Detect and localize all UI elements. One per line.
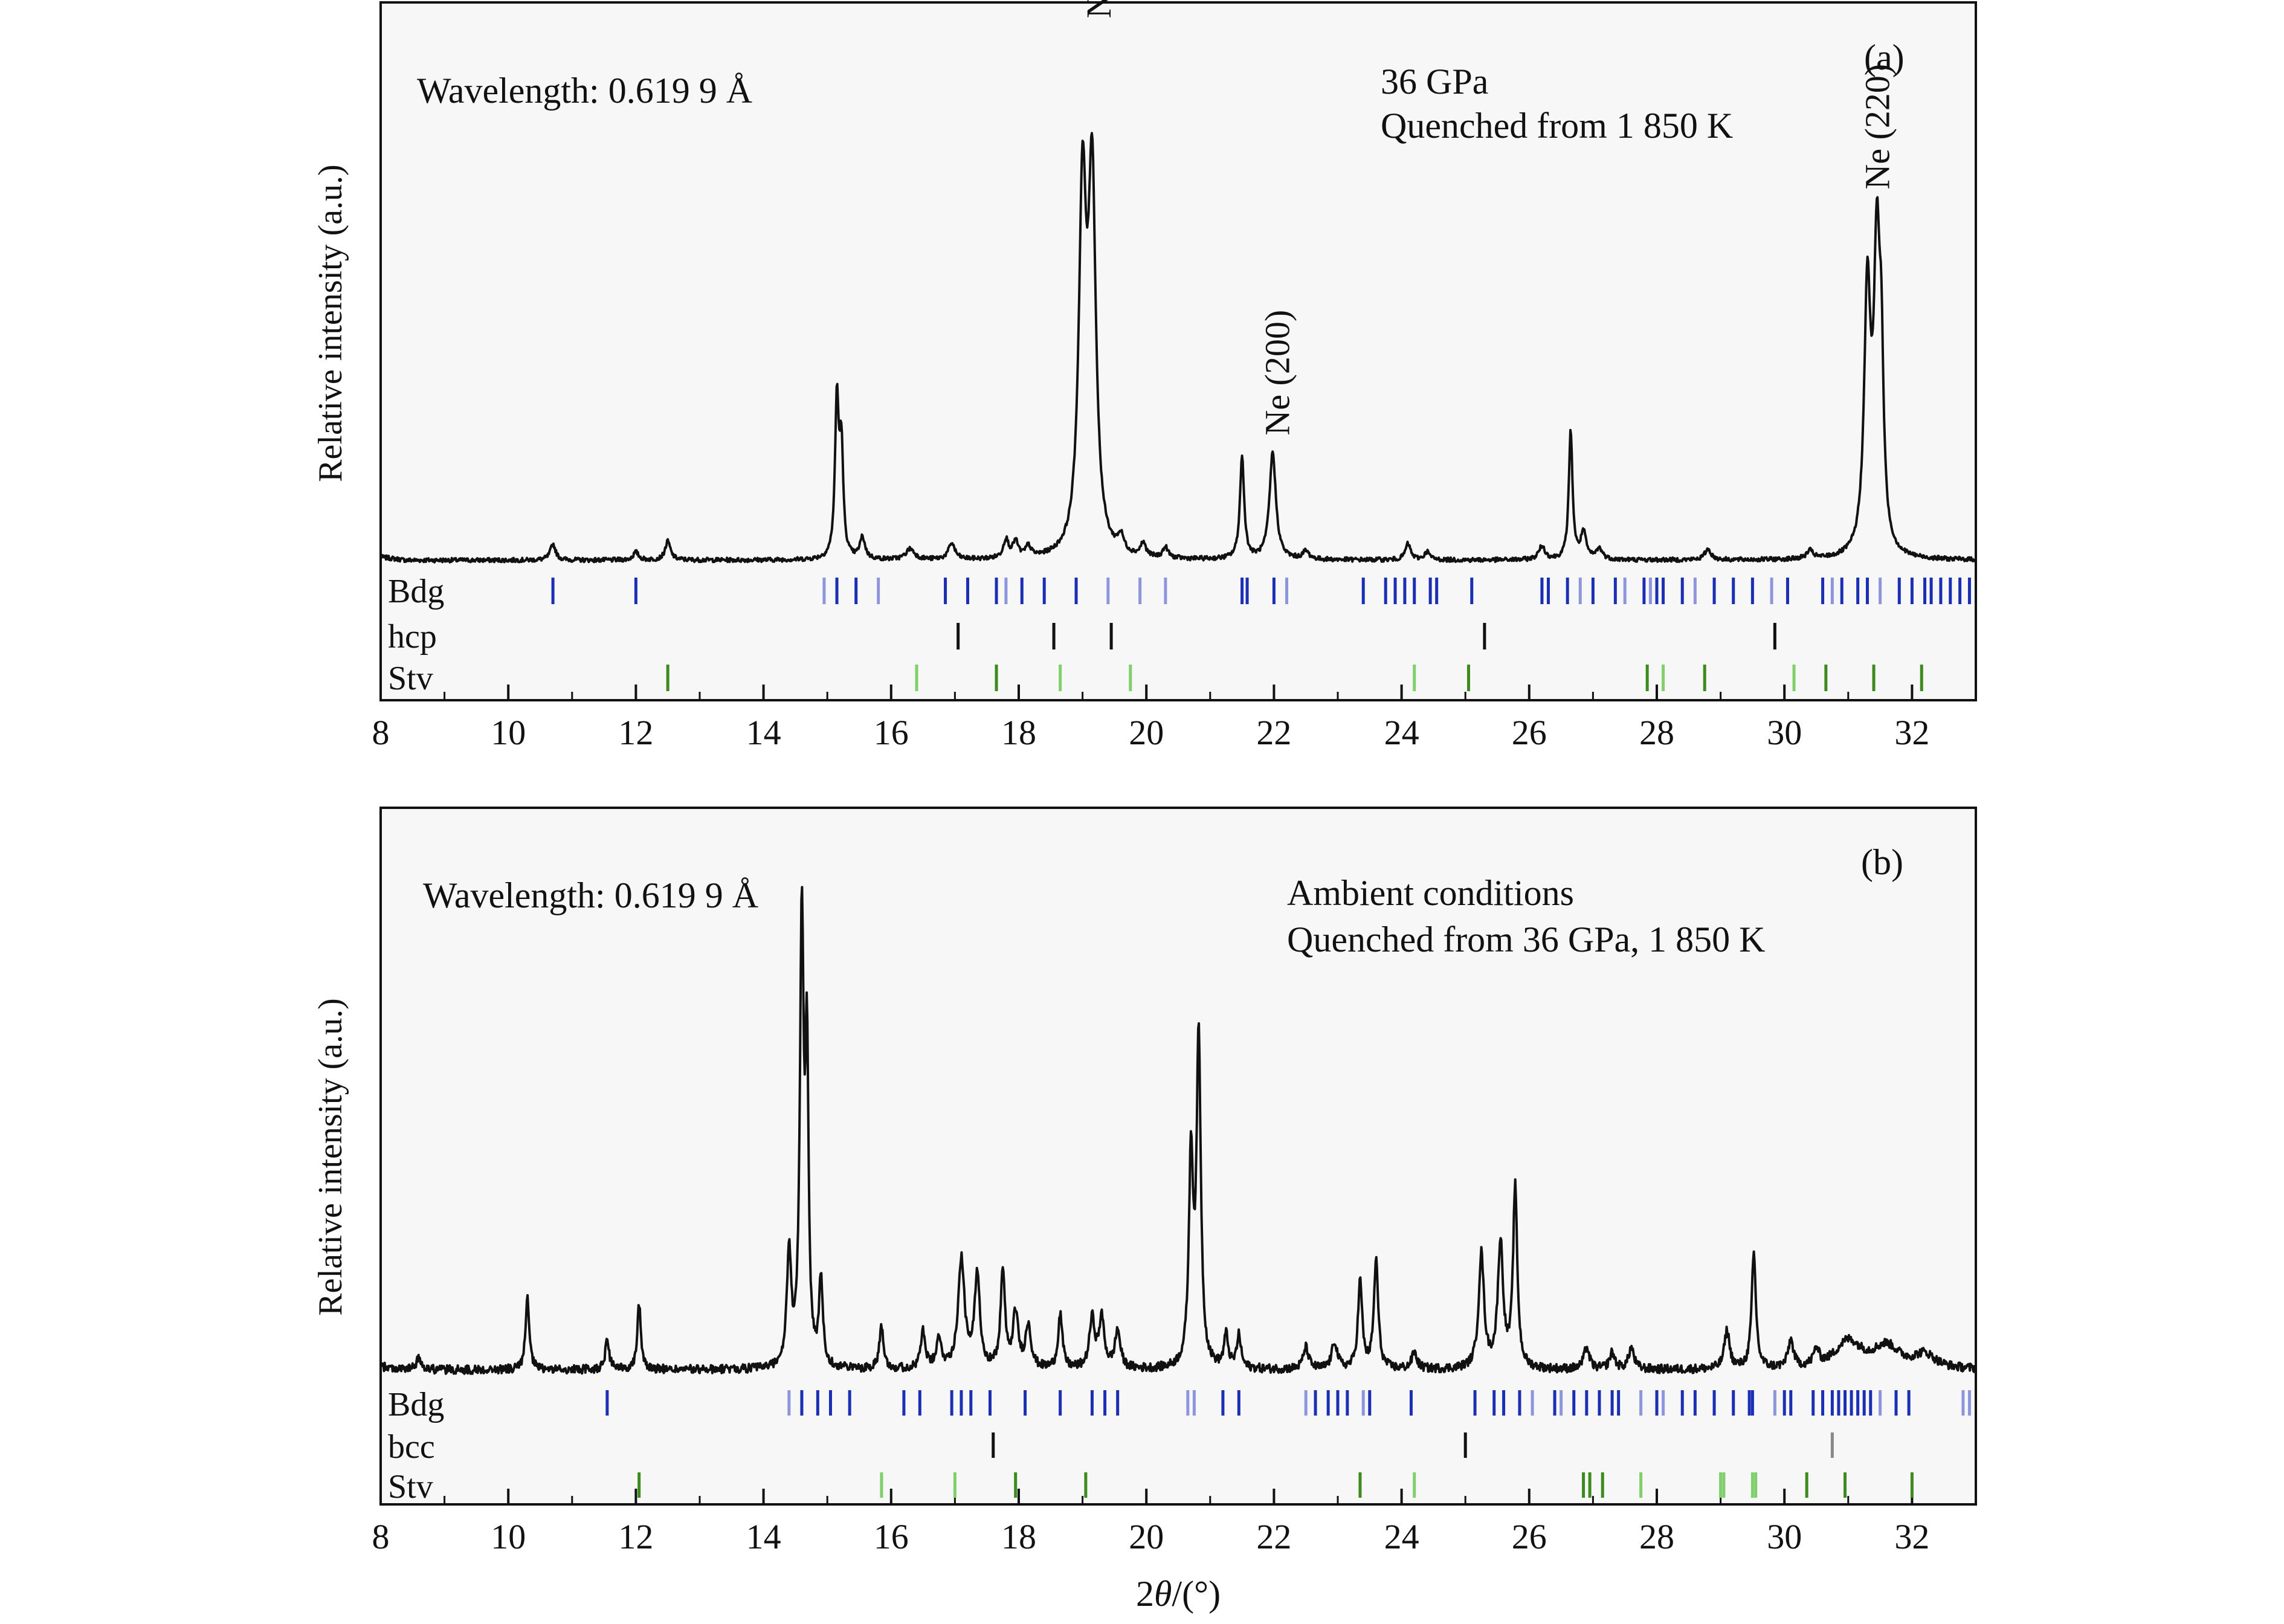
diffraction-trace-b [379,886,1977,1375]
x-tick-label: 10 [491,713,526,752]
row-label-stv: Stv [388,660,433,697]
x-axis-title-theta: θ [1154,1574,1172,1614]
x-tick-label: 20 [1129,1517,1164,1556]
tick-marks-a [379,685,1914,700]
peak-labels-a: Ne (111) Ne (200) Ne (220) [1079,0,1897,436]
x-tick-label: 28 [1639,713,1674,752]
x-tick-label: 10 [491,1517,526,1556]
plot-frame-a [379,1,1977,701]
wavelength-text-b: Wavelength: 0.619 9 Å [423,875,758,915]
y-axis-label-b: Relative intensity (a.u.) [312,998,349,1316]
row-label-bcc: bcc [388,1428,435,1466]
row-label-bdg: Bdg [388,573,444,610]
x-tick-label: 28 [1639,1517,1674,1556]
wavelength-text-a: Wavelength: 0.619 9 Å [417,71,752,111]
x-tick-labels-b: 8 10 12 14 16 18 20 22 24 26 28 30 32 [372,1517,1930,1556]
x-tick-label: 16 [874,713,909,752]
condition-line2-a: Quenched from 1 850 K [1381,106,1733,146]
x-tick-label: 22 [1256,713,1291,752]
condition-line1-b: Ambient conditions [1287,873,1574,913]
x-axis-title-unit: /(°) [1172,1574,1221,1614]
x-tick-label: 20 [1129,713,1164,752]
plot-frame-b [379,807,1977,1506]
peak-label: Ne (220) [1857,64,1897,190]
panel-label-b: (b) [1861,842,1903,882]
x-tick-label: 30 [1767,1517,1802,1556]
tick-marks-b [379,1489,1914,1504]
x-tick-label: 16 [874,1517,909,1556]
x-tick-label: 12 [618,1517,653,1556]
reflection-rows-a: Bdg hcp Stv [388,573,1971,697]
row-label-hcp: hcp [388,618,437,656]
x-axis-title: 2θ/(°) [1136,1574,1221,1614]
condition-line1-a: 36 GPa [1381,62,1488,102]
x-tick-label: 32 [1894,713,1929,752]
x-tick-label: 18 [1001,1517,1036,1556]
x-tick-label: 26 [1512,1517,1547,1556]
peak-label: Ne (200) [1258,310,1297,436]
x-tick-label: 30 [1767,713,1802,752]
x-tick-label: 26 [1512,713,1547,752]
x-tick-label: 12 [618,713,653,752]
x-tick-labels-a: 8 10 12 14 16 18 20 22 24 26 28 30 32 [372,713,1930,752]
condition-line2-b: Quenched from 36 GPa, 1 850 K [1287,920,1766,959]
y-axis-label-a: Relative intensity (a.u.) [312,164,349,482]
x-tick-label: 8 [372,1517,390,1556]
x-tick-label: 14 [746,1517,781,1556]
diffraction-trace-a [379,132,1977,564]
panel-a: Bdg hcp Stv Ne (111) Ne (200) Ne (220) Relat… [312,0,1977,752]
x-tick-label: 18 [1001,713,1036,752]
row-label-stv: Stv [388,1468,433,1506]
panel-label-a: (a) [1864,37,1905,77]
x-tick-label: 14 [746,713,781,752]
x-tick-label: 32 [1894,1517,1929,1556]
x-axis-title-main: 2 [1136,1574,1154,1614]
x-tick-label: 24 [1384,1517,1419,1556]
row-label-bdg: Bdg [388,1386,444,1423]
x-tick-label: 24 [1384,713,1419,752]
x-tick-label: 8 [372,713,390,752]
peak-label: Ne (111) [1079,0,1118,18]
x-tick-label: 22 [1256,1517,1291,1556]
